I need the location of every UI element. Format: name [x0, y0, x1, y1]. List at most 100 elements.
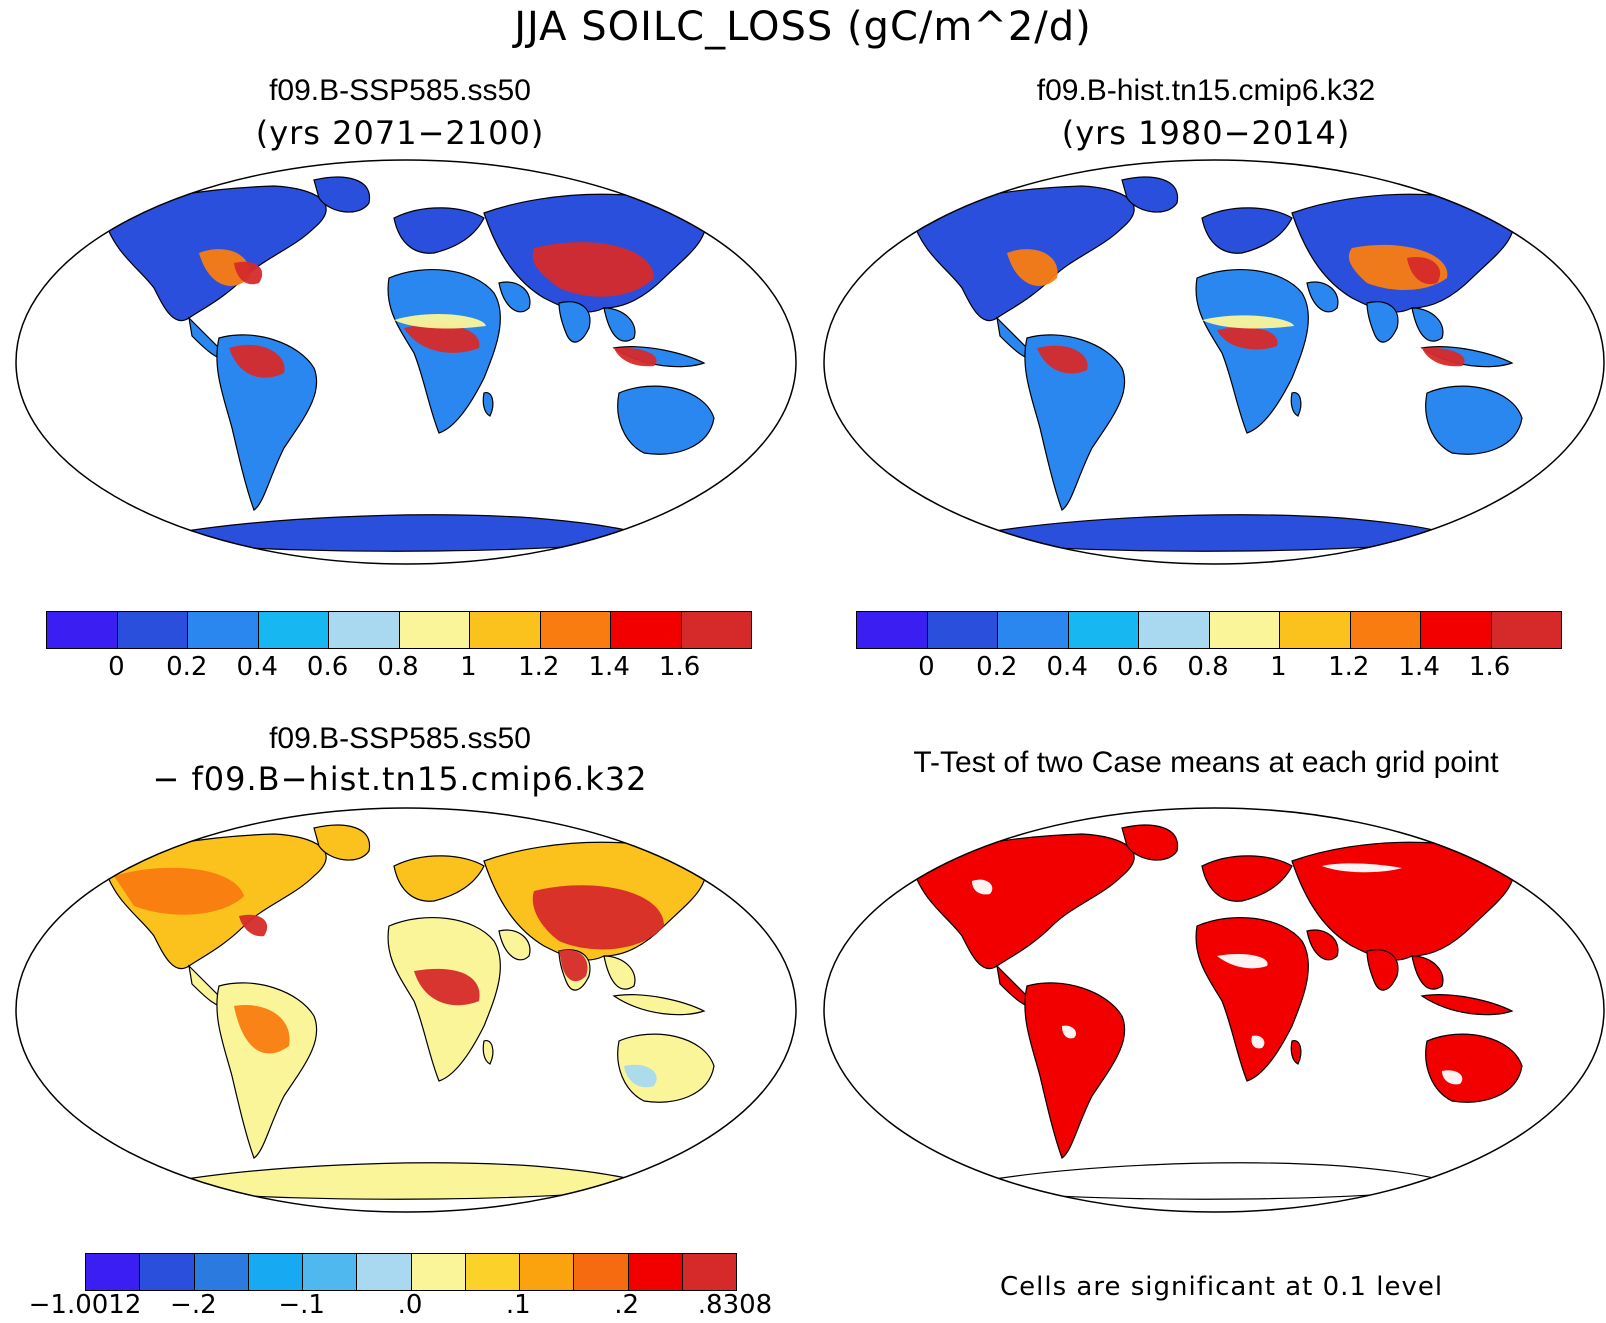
colorbar-swatch [140, 1254, 195, 1290]
field-region [1202, 315, 1294, 329]
colorbar-swatch [465, 1254, 520, 1290]
colorbar-swatch [194, 1254, 249, 1290]
landmass-africa [1195, 268, 1309, 434]
field-region [114, 867, 244, 915]
colorbar-swatch [399, 612, 470, 648]
landmass-arabia [498, 281, 531, 313]
colorbar-tick-label: 0.4 [236, 652, 278, 682]
landmass-europe [393, 207, 485, 254]
colorbar-tick-label: 1.6 [658, 652, 701, 682]
colorbar-swatch [1350, 612, 1421, 648]
field-region [394, 313, 486, 329]
colorbar-tick-label: .1 [505, 1290, 531, 1320]
landmass-greenland [313, 824, 371, 861]
landmass-seAsia [603, 955, 636, 990]
colorbar-swatch [540, 612, 611, 648]
field-region [414, 968, 480, 1006]
landmass-arabia [1306, 281, 1339, 313]
figure-title: JJA SOILC_LOSS (gC/m^2/d) [514, 4, 1092, 50]
colorbar-swatch [86, 1254, 141, 1290]
colorbar-swatch [1491, 612, 1561, 648]
map-top-left [15, 159, 797, 565]
colorbar-tick-label: 1 [460, 652, 477, 682]
colorbar-tick-label: 0.8 [377, 652, 419, 682]
colorbar-swatch [329, 612, 400, 648]
colorbar-tick-label: 1 [1270, 652, 1287, 682]
colorbar-tick-label: 0 [918, 652, 935, 682]
landmass-greenland [1121, 176, 1179, 213]
colorbar-tick-label: 0.2 [976, 652, 1018, 682]
landmass-southAmerica [1024, 334, 1126, 511]
landmass-europe [1201, 207, 1293, 254]
map-border [823, 807, 1605, 1213]
landmass-australia [1425, 385, 1523, 455]
colorbar-swatch [470, 612, 541, 648]
colorbar-swatch [574, 1254, 629, 1290]
landmass-indonesia [612, 994, 706, 1016]
landmass-india [1366, 949, 1399, 991]
field-region [614, 347, 657, 367]
landmass-greenland [1121, 824, 1179, 861]
landmass-australia [617, 385, 715, 455]
landmass-europe [393, 855, 485, 902]
landmass-madagascar [1290, 391, 1302, 417]
colorbar-tick-label: 1.6 [1468, 652, 1511, 682]
field-region [1037, 345, 1088, 374]
colorbar-bottom-left [85, 1253, 737, 1291]
colorbar-swatch [47, 612, 118, 648]
colorbar-tick-label: 1.4 [1398, 652, 1440, 682]
colorbar-swatch [520, 1254, 575, 1290]
colorbar-swatch [611, 612, 682, 648]
field-region [1007, 249, 1058, 286]
colorbar-swatch [188, 612, 259, 648]
colorbar-tick-label: 0.6 [306, 652, 349, 682]
significance-note: Cells are significant at 0.1 level [1000, 1272, 1444, 1302]
landmass-southAmerica [216, 334, 318, 511]
colorbar-swatch [998, 612, 1069, 648]
colorbar-tick-label: 0.6 [1116, 652, 1159, 682]
panel-subtitle-top-right: (yrs 1980−2014) [1061, 114, 1351, 152]
field-region [532, 885, 664, 950]
colorbar-tick-label: .2 [614, 1290, 640, 1320]
field-region [1407, 257, 1441, 285]
colorbar-tick-label: 1.2 [1328, 652, 1370, 682]
field-region [199, 249, 250, 286]
colorbar-tick-label: .8308 [697, 1290, 773, 1320]
colorbar-swatch [411, 1254, 466, 1290]
colorbar-swatch [628, 1254, 683, 1290]
panel-subtitle-top-left: (yrs 2071−2100) [255, 114, 545, 152]
colorbar-swatch [1139, 612, 1210, 648]
landmass-arabia [498, 929, 531, 961]
colorbar-tick-label: −1.0012 [28, 1290, 142, 1320]
colorbar-tick-label: −.1 [278, 1290, 325, 1320]
field-region [1251, 1035, 1265, 1049]
colorbar-tick-label: 0.2 [166, 652, 208, 682]
colorbar-swatch [357, 1254, 412, 1290]
map-border [15, 807, 797, 1213]
colorbar-tick-label: 0.4 [1046, 652, 1088, 682]
field-region [1062, 1025, 1077, 1039]
landmass-india [558, 301, 591, 343]
colorbar-swatch [927, 612, 998, 648]
field-region [234, 1005, 290, 1054]
field-region [239, 914, 268, 937]
colorbar-top-right [856, 611, 1562, 649]
field-region [1422, 347, 1465, 367]
landmass-madagascar [1290, 1039, 1302, 1065]
colorbar-swatch [857, 612, 928, 648]
colorbar-tick-label: 0 [108, 652, 125, 682]
colorbar-ticks-bottom-left: −1.0012 −.2 −.1 .0 .1 .2 .8308 [29, 1290, 773, 1322]
map-bottom-right [823, 807, 1605, 1213]
colorbar-swatch [117, 612, 188, 648]
landmass-seAsia [603, 307, 636, 342]
landmass-seAsia [1411, 955, 1444, 990]
colorbar-top-left [46, 611, 752, 649]
colorbar-swatch [682, 1254, 736, 1290]
field-region [532, 242, 654, 297]
landmass-india [1366, 301, 1399, 343]
colorbar-tick-label: .0 [397, 1290, 423, 1320]
map-border [823, 159, 1605, 565]
panel-title-top-left: f09.B-SSP585.ss50 [269, 74, 531, 107]
colorbar-swatch [258, 612, 329, 648]
field-region [1322, 863, 1402, 873]
